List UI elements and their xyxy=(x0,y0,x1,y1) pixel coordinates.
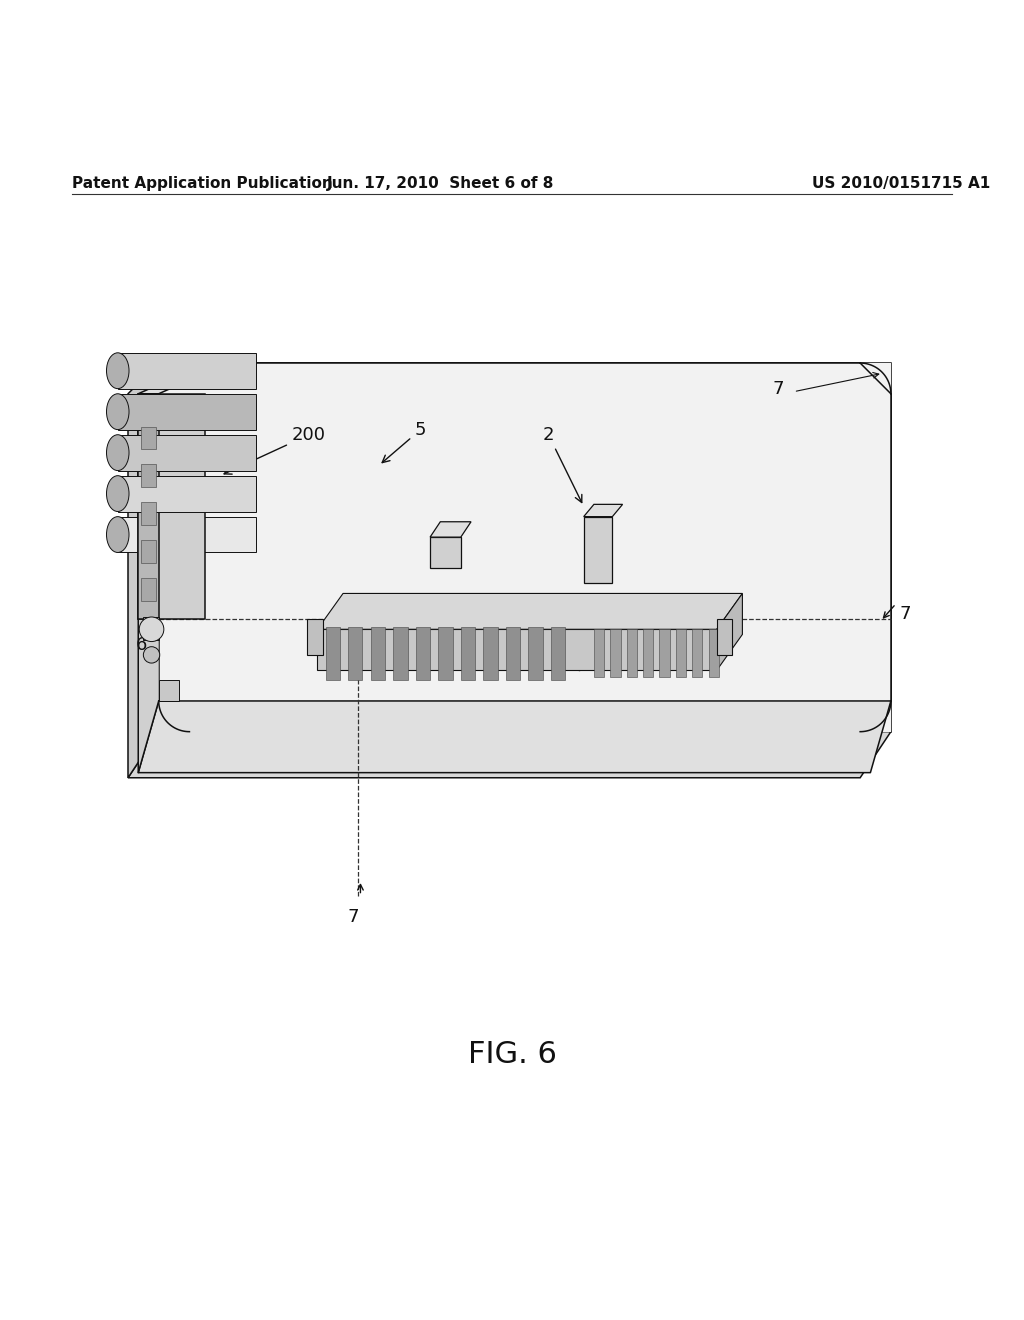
Polygon shape xyxy=(317,630,717,671)
Polygon shape xyxy=(371,627,385,681)
Ellipse shape xyxy=(106,434,129,470)
Polygon shape xyxy=(317,594,742,630)
Polygon shape xyxy=(128,731,891,777)
Text: 7: 7 xyxy=(899,605,910,623)
Circle shape xyxy=(139,616,164,642)
Polygon shape xyxy=(348,627,362,681)
Polygon shape xyxy=(506,627,520,681)
Polygon shape xyxy=(717,619,732,655)
Text: 7: 7 xyxy=(772,380,784,397)
Text: US 2010/0151715 A1: US 2010/0151715 A1 xyxy=(812,177,990,191)
Text: 6: 6 xyxy=(135,636,147,653)
Text: 2: 2 xyxy=(543,426,582,503)
Polygon shape xyxy=(307,619,323,655)
Text: 5: 5 xyxy=(382,421,426,462)
Polygon shape xyxy=(461,627,475,681)
Polygon shape xyxy=(416,627,430,681)
Polygon shape xyxy=(717,594,742,671)
Ellipse shape xyxy=(106,475,129,512)
Polygon shape xyxy=(118,434,256,470)
Polygon shape xyxy=(438,627,453,681)
Polygon shape xyxy=(143,616,159,639)
Polygon shape xyxy=(643,630,653,677)
Polygon shape xyxy=(138,701,891,772)
Polygon shape xyxy=(551,627,565,681)
Polygon shape xyxy=(118,475,256,512)
Polygon shape xyxy=(584,516,612,583)
Text: 4: 4 xyxy=(209,482,221,500)
Polygon shape xyxy=(141,465,156,487)
Polygon shape xyxy=(483,627,498,681)
Polygon shape xyxy=(610,630,621,677)
Polygon shape xyxy=(118,352,256,388)
Polygon shape xyxy=(528,627,543,681)
Polygon shape xyxy=(138,374,205,393)
Polygon shape xyxy=(326,627,340,681)
Polygon shape xyxy=(138,393,159,772)
Polygon shape xyxy=(584,504,623,516)
Ellipse shape xyxy=(106,516,129,553)
Polygon shape xyxy=(159,363,891,731)
Polygon shape xyxy=(138,393,159,619)
Polygon shape xyxy=(141,578,156,601)
Text: FIG. 6: FIG. 6 xyxy=(468,1040,556,1069)
Polygon shape xyxy=(709,630,719,677)
Text: 7: 7 xyxy=(347,908,359,925)
Polygon shape xyxy=(676,630,686,677)
Polygon shape xyxy=(430,521,471,537)
Ellipse shape xyxy=(106,352,129,388)
Polygon shape xyxy=(138,393,205,619)
Polygon shape xyxy=(430,537,461,568)
Polygon shape xyxy=(141,503,156,525)
Polygon shape xyxy=(141,540,156,562)
Polygon shape xyxy=(118,393,256,429)
Text: Jun. 17, 2010  Sheet 6 of 8: Jun. 17, 2010 Sheet 6 of 8 xyxy=(327,177,554,191)
Text: 200: 200 xyxy=(224,426,326,474)
Polygon shape xyxy=(141,426,156,449)
Polygon shape xyxy=(118,516,256,553)
Polygon shape xyxy=(159,363,891,731)
Polygon shape xyxy=(659,630,670,677)
Circle shape xyxy=(143,647,160,663)
Text: Patent Application Publication: Patent Application Publication xyxy=(72,177,333,191)
Polygon shape xyxy=(692,630,702,677)
Polygon shape xyxy=(627,630,637,677)
Polygon shape xyxy=(393,627,408,681)
Polygon shape xyxy=(159,681,179,701)
Polygon shape xyxy=(594,630,604,677)
Ellipse shape xyxy=(106,393,129,429)
Polygon shape xyxy=(128,363,159,777)
